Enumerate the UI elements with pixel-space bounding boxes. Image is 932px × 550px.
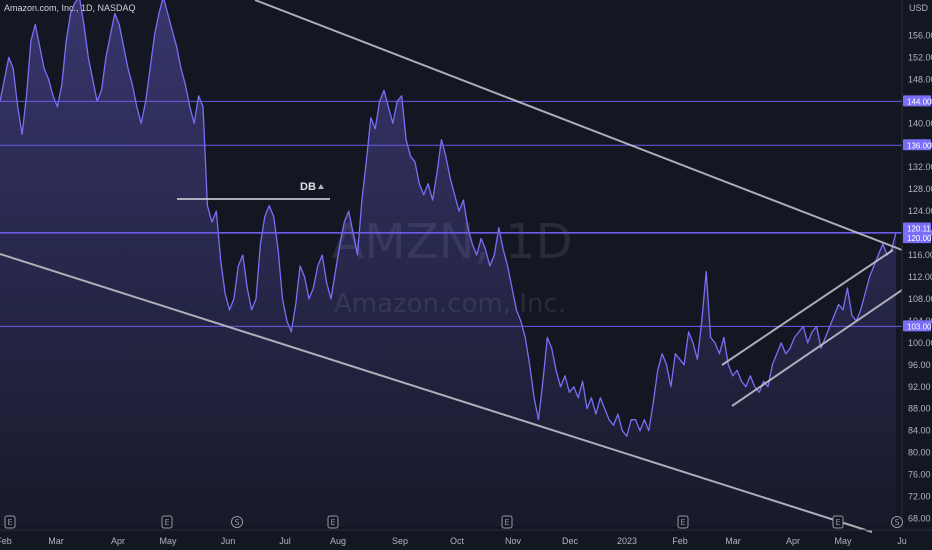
time-axis-tick-label: Apr xyxy=(786,536,800,546)
time-axis[interactable]: Feb Mar Apr May Jun Jul Aug Sep Oct Nov Dec 2023 Feb… xyxy=(0,529,932,546)
time-axis-tick-label: May xyxy=(159,536,177,546)
time-axis-tick-label: Sep xyxy=(392,536,408,546)
time-axis-tick-label: Feb xyxy=(0,536,12,546)
price-axis-tick-label: 108.00 xyxy=(908,294,932,304)
price-level-tag-label: 120.00 xyxy=(907,234,932,243)
price-level-tag-label: 120.11 xyxy=(907,224,931,233)
earnings-marker-glyph: E xyxy=(680,518,685,527)
time-axis-tick-label: Mar xyxy=(725,536,741,546)
time-axis-tick-label: Ju xyxy=(897,536,907,546)
price-axis-tick-label: 84.00 xyxy=(908,426,931,436)
rising-channel-lower-line[interactable] xyxy=(731,289,903,407)
price-axis-tick-label: 100.00 xyxy=(908,338,932,348)
price-axis-tick-label: 92.00 xyxy=(908,382,931,392)
earnings-marker-icon xyxy=(501,515,513,529)
dividend-marker-glyph: S xyxy=(894,518,899,527)
annotation-label: DB xyxy=(300,181,316,193)
earnings-marker-icon xyxy=(161,515,173,529)
price-level-tag xyxy=(903,95,931,107)
earnings-marker-glyph: E xyxy=(330,518,335,527)
price-line xyxy=(0,0,897,437)
price-axis-tick-label: 124.00 xyxy=(908,206,932,216)
price-axis-tick-label: 128.00 xyxy=(908,184,932,194)
horizontal-levels[interactable] xyxy=(0,100,902,327)
time-axis-tick-label: Dec xyxy=(562,536,579,546)
time-axis-tick-label: Apr xyxy=(111,536,125,546)
earnings-marker-glyph: E xyxy=(835,518,840,527)
price-level-tag xyxy=(903,320,931,332)
earnings-marker-icon xyxy=(327,515,339,529)
price-area-fill xyxy=(0,0,896,526)
price-axis-tick-label: 112.00 xyxy=(908,272,932,282)
earnings-marker-icon xyxy=(832,515,844,529)
lower-channel-trendline[interactable] xyxy=(0,253,873,533)
annotations: DB xyxy=(300,181,324,193)
price-axis-tick-label: 152.00 xyxy=(908,52,932,62)
price-axis-tick-label: 140.00 xyxy=(908,118,932,128)
time-axis-tick-label: Jul xyxy=(279,536,291,546)
price-axis-tick-label: 96.00 xyxy=(908,360,931,370)
symbol-header: Amazon.com, Inc., 1D, NASDAQ xyxy=(4,3,136,13)
price-axis-tick-label: 116.00 xyxy=(908,250,932,260)
price-level-tag xyxy=(903,139,931,151)
price-level-tag xyxy=(903,232,931,244)
price-axis-tick-label: 76.00 xyxy=(908,470,931,480)
earnings-marker-icon xyxy=(4,515,16,529)
price-area xyxy=(0,0,897,526)
price-level-tag xyxy=(903,222,931,234)
price-axis-tick-label: 68.00 xyxy=(908,514,931,524)
price-axis-tick-label: 72.00 xyxy=(908,492,931,502)
time-axis-tick-label: Aug xyxy=(330,536,346,546)
annotation-up-arrow-icon xyxy=(318,184,324,189)
price-level-tag-label: 144.00 xyxy=(907,97,932,106)
trend-lines[interactable] xyxy=(0,0,903,533)
dividend-marker-glyph: S xyxy=(234,518,239,527)
rising-channel-upper-line[interactable] xyxy=(721,249,894,366)
price-axis-currency: USD xyxy=(909,3,929,13)
price-axis-tick-label: 132.00 xyxy=(908,162,932,172)
time-axis-tick-label: 2023 xyxy=(617,536,637,546)
earnings-marker-glyph: E xyxy=(7,518,12,527)
dividend-marker-icon xyxy=(891,516,903,528)
dividend-marker-icon xyxy=(231,516,243,528)
upper-channel-trendline[interactable] xyxy=(254,0,903,251)
time-axis-tick-label: Nov xyxy=(505,536,522,546)
price-level-tag-label: 103.00 xyxy=(907,322,932,331)
time-axis-tick-label: Feb xyxy=(672,536,688,546)
price-axis-tick-label: 88.00 xyxy=(908,404,931,414)
time-axis-tick-label: Mar xyxy=(48,536,64,546)
time-axis-tick-label: Jun xyxy=(221,536,236,546)
earnings-marker-icon xyxy=(677,515,689,529)
time-axis-tick-label: May xyxy=(834,536,852,546)
price-axis-tick-label: 148.00 xyxy=(908,74,932,84)
price-axis-tick-label: 80.00 xyxy=(908,448,931,458)
time-axis-tick-label: Oct xyxy=(450,536,465,546)
earnings-marker-glyph: E xyxy=(504,518,509,527)
price-level-tag-label: 136.00 xyxy=(907,141,932,150)
price-axis-tick-label: 156.00 xyxy=(908,30,932,40)
earnings-marker-glyph: E xyxy=(164,518,169,527)
